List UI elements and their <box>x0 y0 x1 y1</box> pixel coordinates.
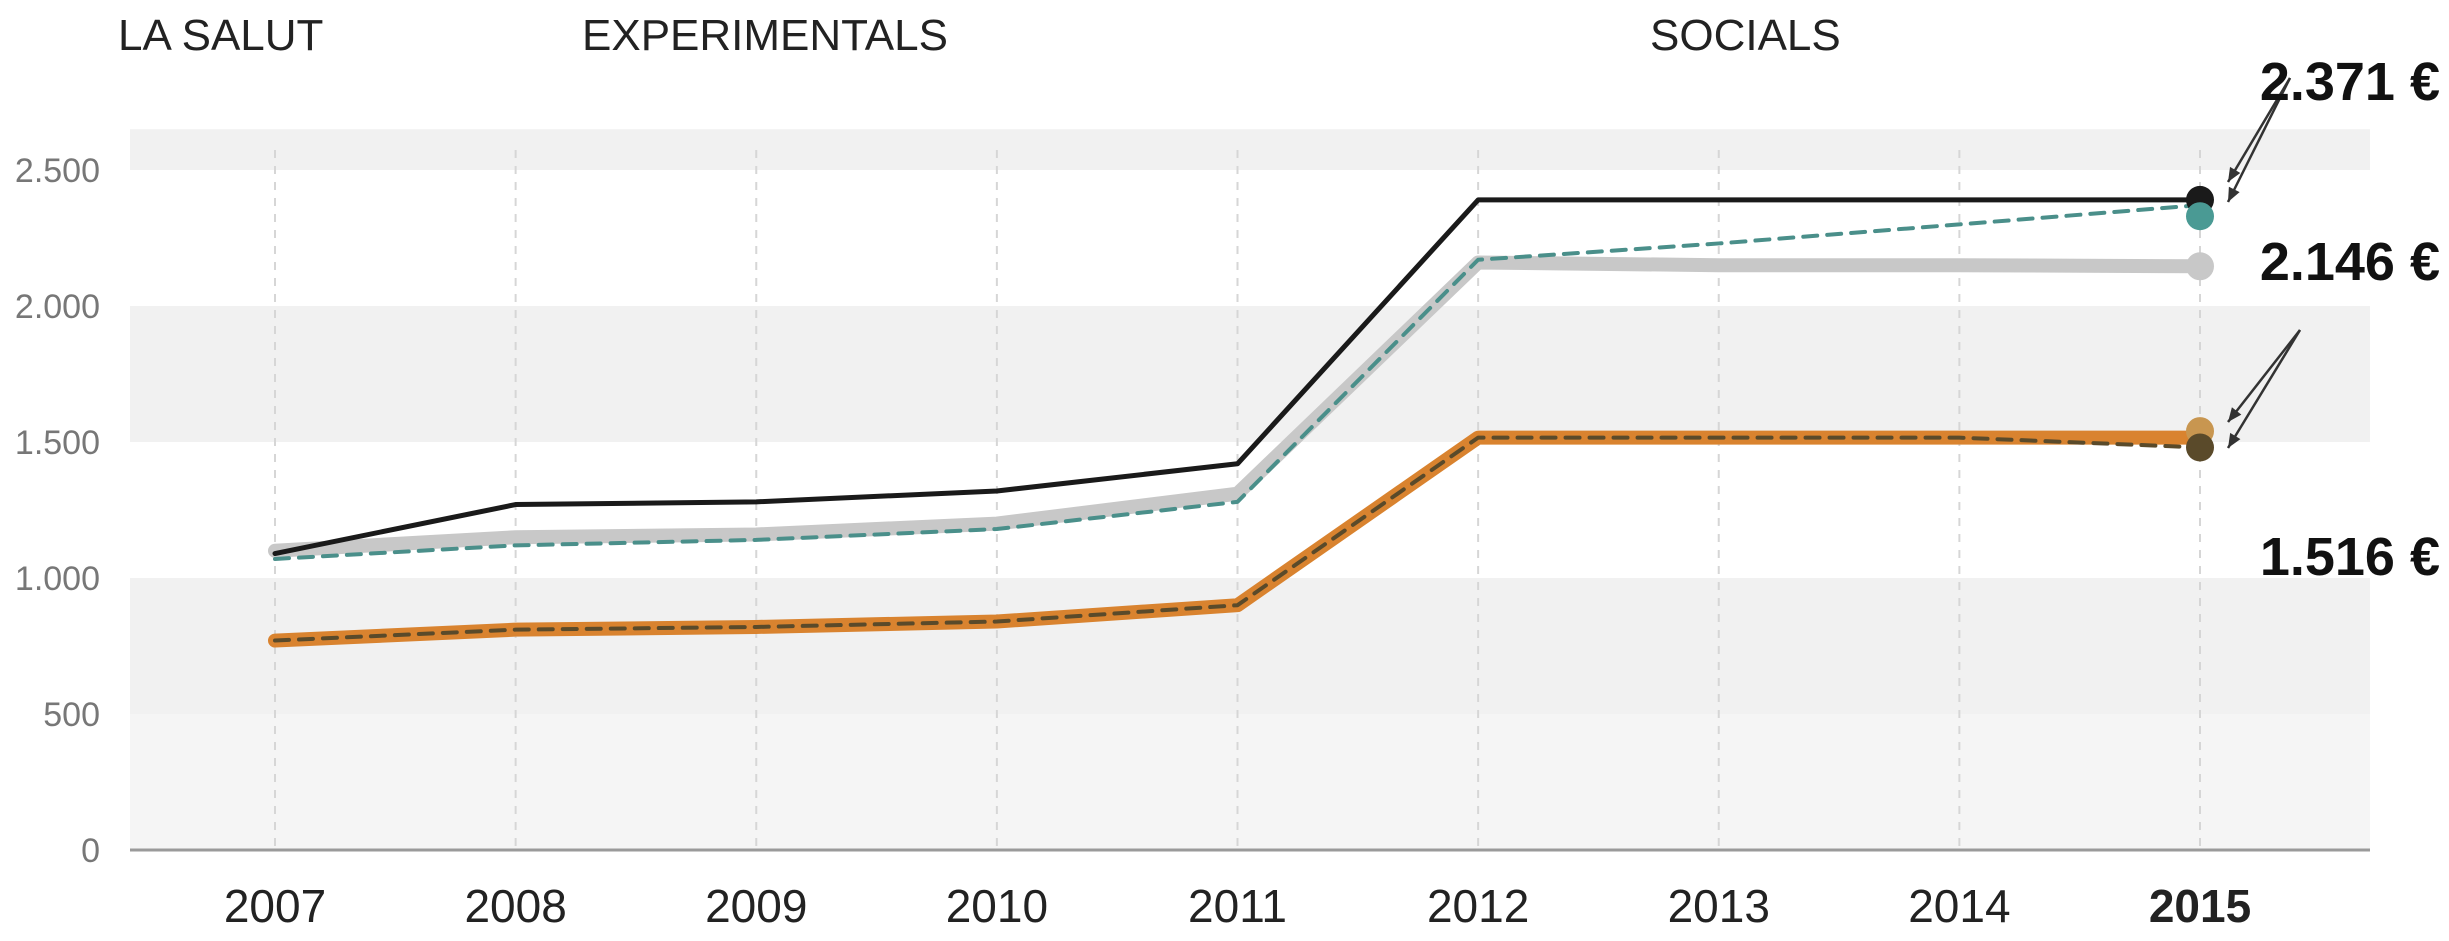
y-axis-ticks: 2.500 2.000 1.500 1.000 500 0 <box>15 152 100 870</box>
y-tick-label: 500 <box>43 696 100 734</box>
annotation-label: 2.371 € <box>2260 52 2440 112</box>
category-label-salut[interactable]: LA SALUT <box>118 11 323 60</box>
grid-band-1 <box>130 306 2370 442</box>
x-axis-ticks: 2007 2008 2009 2010 2011 2012 2013 2014 2015 <box>224 880 2251 932</box>
annotation-arrows <box>2226 77 2302 449</box>
y-tick-label: 1.500 <box>15 424 100 462</box>
y-tick-label: 1.000 <box>15 560 100 598</box>
background-bands <box>130 129 2370 850</box>
series-lines <box>268 197 2207 648</box>
annotations: 2.371 € 2.146 € 1.516 € <box>2260 52 2440 587</box>
annotation-arrow-1 <box>2226 77 2292 203</box>
annotation-arrow-3 <box>2226 329 2302 449</box>
category-label-socials[interactable]: SOCIALS <box>1650 11 1841 60</box>
grid-band-0 <box>130 129 2370 170</box>
end-point-1 <box>2186 202 2214 231</box>
x-tick-label: 2010 <box>946 880 1048 932</box>
x-tick-label: 2015 <box>2149 880 2251 932</box>
y-tick-label: 2.500 <box>15 152 100 190</box>
annotation-arrowhead-3 <box>2228 432 2241 448</box>
annotation-arrowhead-1 <box>2228 186 2240 202</box>
annotation-label: 1.516 € <box>2260 527 2440 587</box>
annotation-arrowhead-0 <box>2228 166 2241 182</box>
series-line-2 <box>273 203 2202 561</box>
x-tick-label: 2012 <box>1427 880 1529 932</box>
series-line-0 <box>272 197 2203 557</box>
grid-band-3 <box>130 714 2370 850</box>
annotation-arrowhead-2 <box>2228 407 2242 422</box>
x-tick-label: 2007 <box>224 880 326 932</box>
end-point-2 <box>2186 252 2214 281</box>
x-tick-label: 2014 <box>1908 880 2010 932</box>
annotation-arrow-0 <box>2226 77 2292 183</box>
y-tick-label: 0 <box>81 832 100 870</box>
x-tick-label: 2009 <box>705 880 807 932</box>
end-point-4 <box>2186 433 2214 462</box>
series-line-1 <box>268 255 2207 558</box>
annotation-arrow-2 <box>2227 329 2301 423</box>
annotation-label: 2.146 € <box>2260 232 2440 292</box>
series-line-4 <box>273 435 2202 643</box>
x-tick-label: 2011 <box>1188 880 1287 932</box>
category-label-experimentals[interactable]: EXPERIMENTALS <box>582 11 948 60</box>
end-points <box>2186 185 2214 462</box>
x-tick-label: 2008 <box>464 880 566 932</box>
y-tick-label: 2.000 <box>15 288 100 326</box>
x-tick-label: 2013 <box>1668 880 1770 932</box>
